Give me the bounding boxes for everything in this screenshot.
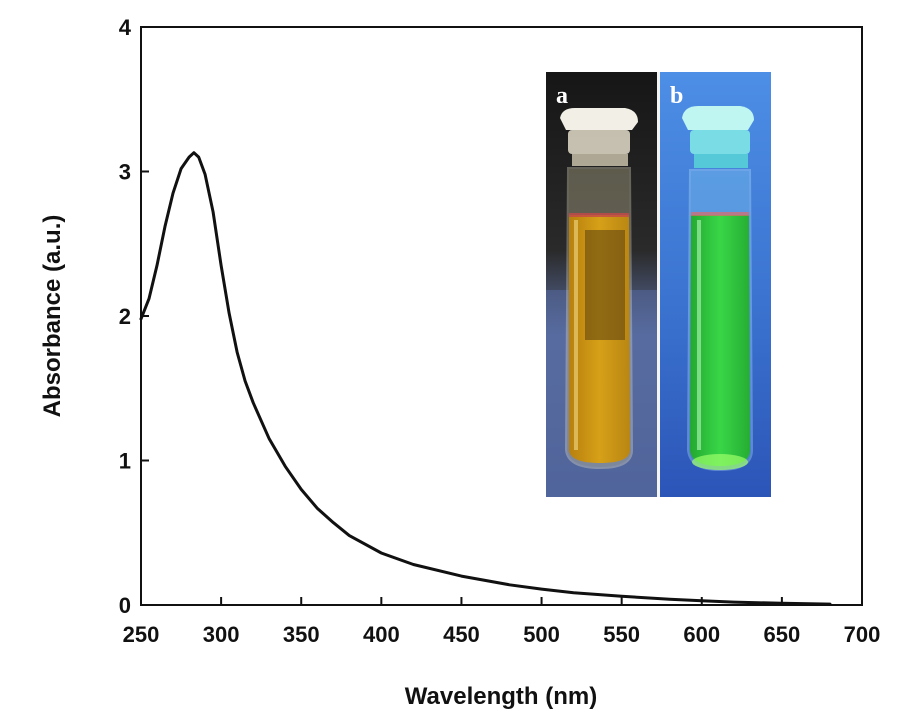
x-tick-label: 650 — [764, 622, 801, 647]
x-tick-label: 550 — [603, 622, 640, 647]
x-tick-label: 400 — [363, 622, 400, 647]
inset-panel-b: b — [660, 72, 771, 497]
x-axis-ticks: 250 300 350 400 450 500 550 600 650 700 — [123, 597, 881, 647]
x-tick-label: 350 — [283, 622, 320, 647]
inset-photo: a b — [546, 72, 771, 497]
inset-divider — [657, 72, 660, 497]
x-tick-label: 250 — [123, 622, 160, 647]
x-tick-label: 500 — [523, 622, 560, 647]
panel-label-b: b — [670, 83, 683, 109]
x-tick-label: 300 — [203, 622, 240, 647]
x-tick-label: 700 — [844, 622, 881, 647]
y-tick-label: 2 — [119, 304, 131, 329]
x-axis-title: Wavelength (nm) — [405, 683, 597, 710]
y-tick-label: 4 — [119, 15, 132, 40]
y-tick-label: 0 — [119, 593, 131, 618]
inset-panel-a: a — [546, 72, 657, 497]
x-tick-label: 600 — [683, 622, 720, 647]
y-axis-ticks: 0 1 2 3 4 — [119, 15, 149, 618]
y-tick-label: 1 — [119, 449, 131, 474]
y-tick-label: 3 — [119, 160, 131, 185]
y-axis-title: Absorbance (a.u.) — [39, 215, 66, 418]
x-tick-label: 450 — [443, 622, 480, 647]
panel-label-a: a — [556, 83, 568, 109]
absorbance-series-line — [139, 151, 832, 606]
